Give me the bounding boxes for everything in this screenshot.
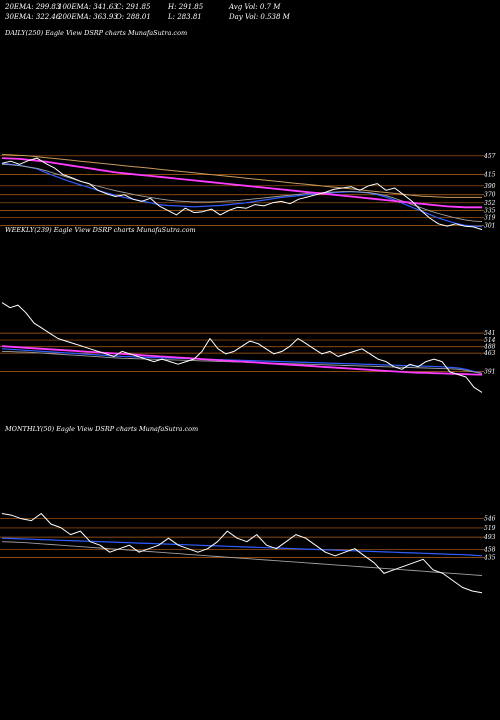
monthly-level-label-3: 458 bbox=[483, 546, 496, 553]
ema20-label: 20EMA: 299.83 bbox=[5, 3, 61, 11]
high-label: H: 291.85 bbox=[168, 3, 204, 11]
daily-level-label-1: 415 bbox=[483, 172, 496, 179]
weekly-series-line-1 bbox=[1, 348, 483, 374]
daily-series-line-4 bbox=[1, 154, 482, 198]
monthly-chart-title: MONTHLY(50) Eagle View DSRP charts Munaf… bbox=[4, 425, 198, 433]
weekly-level-label-4: 391 bbox=[484, 369, 495, 376]
daily-level-label-2: 390 bbox=[484, 183, 496, 190]
monthly-series-line-0 bbox=[1, 513, 483, 594]
daily-series-line-2 bbox=[1, 163, 483, 223]
indicator-header: 20EMA: 299.83 100EMA: 341.63 C: 291.85 H… bbox=[5, 2, 305, 22]
weekly-level-label-3: 463 bbox=[483, 350, 496, 357]
daily-series-line-1 bbox=[1, 162, 483, 228]
monthly-level-label-1: 519 bbox=[484, 525, 496, 532]
avg-vol-label: Avg Vol: 0.7 M bbox=[229, 3, 281, 11]
ema200-label: 200EMA: 363.93 bbox=[58, 13, 118, 21]
monthly-series-line-1 bbox=[1, 537, 483, 557]
monthly-level-label-4: 435 bbox=[483, 555, 496, 562]
weekly-chart-title: WEEKLY(239) Eagle View DSRP charts Munaf… bbox=[5, 226, 196, 234]
daily-level-label-5: 335 bbox=[484, 207, 496, 214]
monthly-level-label-0: 546 bbox=[484, 515, 496, 522]
weekly-level-label-2: 488 bbox=[483, 344, 496, 351]
daily-series-line-0 bbox=[1, 157, 483, 231]
daily-level-label-0: 457 bbox=[483, 153, 496, 160]
monthly-series-line-2 bbox=[1, 541, 483, 576]
low-label: L: 283.81 bbox=[168, 13, 202, 21]
daily-chart-title: DAILY(250) Eagle View DSRP charts Munafa… bbox=[4, 29, 187, 37]
weekly-level-label-1: 514 bbox=[484, 337, 496, 344]
daily-level-label-4: 352 bbox=[484, 200, 496, 207]
daily-level-label-7: 301 bbox=[484, 223, 495, 230]
day-vol-label: Day Vol: 0.538 M bbox=[229, 13, 290, 21]
monthly-level-label-2: 493 bbox=[483, 534, 496, 541]
daily-level-label-6: 319 bbox=[484, 215, 496, 222]
indicator-row-2: 30EMA: 322.46 200EMA: 363.93 O: 288.01 L… bbox=[5, 12, 305, 22]
ema30-label: 30EMA: 322.46 bbox=[5, 13, 61, 21]
weekly-level-label-0: 541 bbox=[484, 330, 495, 337]
weekly-series-line-3 bbox=[1, 345, 483, 376]
daily-series-line-3 bbox=[1, 157, 482, 209]
weekly-series-line-0 bbox=[1, 302, 483, 393]
ema100-label: 100EMA: 341.63 bbox=[58, 3, 118, 11]
daily-level-label-3: 370 bbox=[484, 192, 496, 199]
open-label: O: 288.01 bbox=[116, 13, 151, 21]
indicator-row-1: 20EMA: 299.83 100EMA: 341.63 C: 291.85 H… bbox=[5, 2, 305, 12]
close-label: C: 291.85 bbox=[116, 3, 151, 11]
